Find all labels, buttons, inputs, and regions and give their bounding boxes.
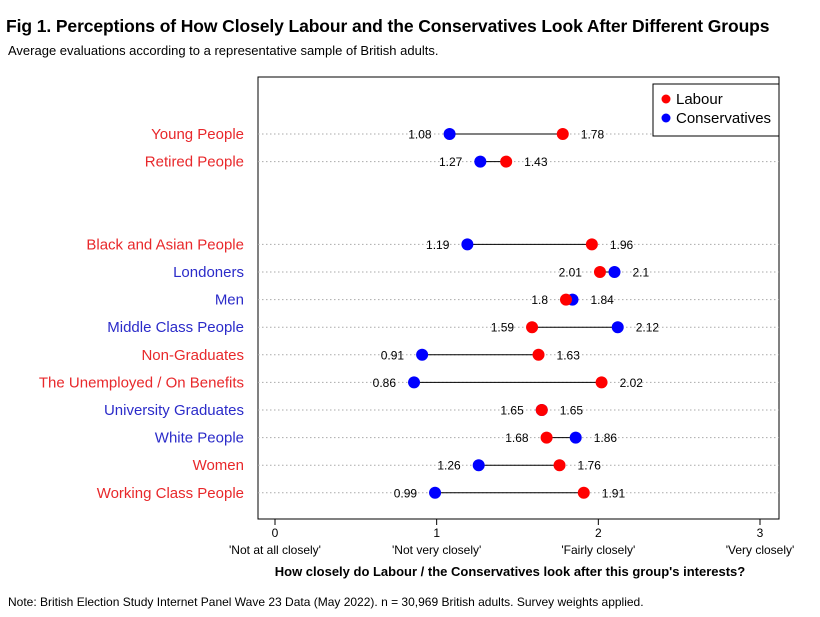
point-labour-the-unemployed-on-benefits [595,376,608,389]
value-label-low-university-graduates: 1.65 [500,404,524,418]
category-label-non-graduates: Non-Graduates [141,347,244,364]
value-label-low-retired-people: 1.27 [439,155,463,169]
point-labour-middle-class-people [526,321,539,334]
source-note: Note: British Election Study Internet Pa… [8,595,644,609]
category-label-working-class-people: Working Class People [97,485,244,502]
x-tick-label-1: 1 [433,526,440,540]
value-label-high-working-class-people: 1.91 [602,486,626,500]
point-conservatives-black-and-asian-people [461,238,474,251]
category-label-middle-class-people: Middle Class People [107,319,244,336]
point-labour-non-graduates [532,348,545,361]
value-label-low-men: 1.8 [531,293,548,307]
x-tick-sublabel-2: 'Fairly closely' [561,543,635,557]
point-conservatives-the-unemployed-on-benefits [408,376,421,389]
category-label-white-people: White People [155,430,244,447]
point-conservatives-retired-people [474,155,487,168]
point-labour-londoners [593,266,606,278]
x-tick-label-0: 0 [272,526,279,540]
point-labour-white-people [540,431,553,444]
point-labour-retired-people [500,155,513,168]
dumbbell-chart: Young People 1.08 1.78 Retired People 1.27 1.… [39,76,795,579]
value-label-high-retired-people: 1.43 [524,155,548,169]
category-label-black-and-asian-people: Black and Asian People [86,236,244,253]
legend-label-conservatives: Conservatives [676,110,771,127]
legend-marker-conservatives [661,113,671,123]
value-label-low-white-people: 1.68 [505,431,529,445]
category-label-men: Men [215,292,244,309]
value-label-high-young-people: 1.78 [581,128,605,142]
value-label-high-non-graduates: 1.63 [557,348,581,362]
point-labour-university-graduates [535,404,548,416]
x-tick-label-2: 2 [595,526,602,540]
category-label-young-people: Young People [151,126,244,143]
value-label-low-non-graduates: 0.91 [381,348,405,362]
value-label-low-young-people: 1.08 [408,128,432,142]
value-label-high-the-unemployed-on-benefits: 2.02 [620,376,644,390]
value-label-high-londoners: 2.1 [633,266,650,280]
x-tick-sublabel-3: 'Very closely' [726,543,795,557]
category-label-women: Women [193,457,244,474]
value-label-high-black-and-asian-people: 1.96 [610,238,634,252]
value-label-high-middle-class-people: 2.12 [636,321,660,335]
value-label-high-men: 1.84 [590,293,614,307]
chart-title: Fig 1. Perceptions of How Closely Labour… [6,16,770,36]
point-labour-men [560,293,572,306]
value-label-low-black-and-asian-people: 1.19 [426,238,450,252]
point-conservatives-white-people [569,431,582,444]
value-label-low-middle-class-people: 1.59 [491,321,515,335]
x-tick-label-3: 3 [757,526,764,540]
value-label-low-londoners: 2.01 [559,266,583,280]
value-label-low-working-class-people: 0.99 [394,486,418,500]
legend-marker-labour [661,94,671,104]
point-conservatives-women [472,459,485,472]
value-label-high-women: 1.76 [578,459,602,473]
x-tick-sublabel-1: 'Not very closely' [392,543,481,557]
legend-label-labour: Labour [676,91,723,108]
plot-frame [257,76,780,520]
x-tick-sublabel-0: 'Not at all closely' [229,543,321,557]
point-labour-working-class-people [577,486,590,499]
point-labour-black-and-asian-people [585,238,598,251]
point-conservatives-working-class-people [429,486,442,499]
value-label-low-women: 1.26 [437,459,461,473]
point-conservatives-non-graduates [416,348,429,361]
category-label-retired-people: Retired People [145,154,244,171]
category-label-the-unemployed-on-benefits: The Unemployed / On Benefits [39,374,244,391]
category-label-londoners: Londoners [173,264,244,281]
point-conservatives-middle-class-people [611,321,624,334]
x-axis-title: How closely do Labour / the Conservative… [275,564,746,579]
chart-subtitle: Average evaluations according to a repre… [8,43,439,58]
point-labour-women [553,459,566,472]
category-label-university-graduates: University Graduates [104,402,244,419]
point-conservatives-londoners [608,266,621,278]
value-label-high-white-people: 1.86 [594,431,618,445]
value-label-low-the-unemployed-on-benefits: 0.86 [373,376,397,390]
point-conservatives-young-people [443,128,456,140]
legend-box [652,83,780,137]
point-labour-young-people [556,128,569,140]
value-label-high-university-graduates: 1.65 [560,404,584,418]
